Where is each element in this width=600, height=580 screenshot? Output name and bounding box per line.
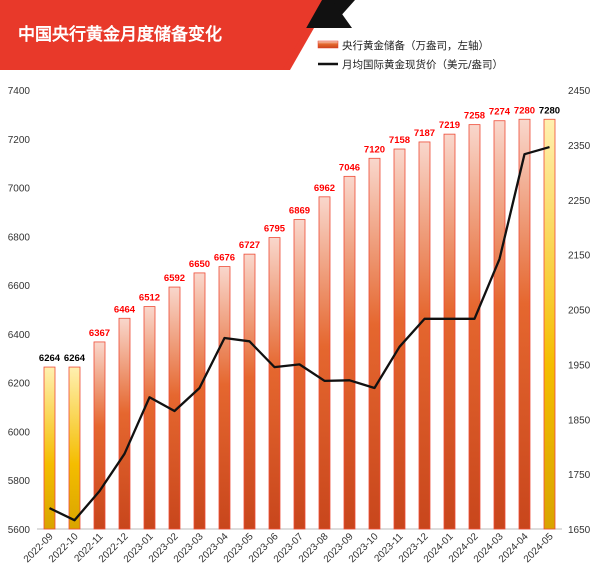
bar (93, 341, 106, 530)
bar (493, 120, 506, 530)
right-axis-tick: 1650 (568, 525, 591, 536)
left-axis-tick: 7200 (8, 135, 31, 146)
header-banner: 中国央行黄金月度储备变化 (0, 0, 355, 70)
bar (368, 157, 381, 530)
right-axis-tick: 1850 (568, 415, 591, 426)
bar-data-label: 7158 (389, 135, 410, 146)
bar (218, 266, 231, 530)
bar (418, 141, 431, 530)
bar (268, 237, 281, 530)
legend-label-bar: 央行黄金储备（万盎司，左轴） (342, 39, 489, 52)
right-axis-tick: 2450 (568, 86, 591, 97)
bar (143, 306, 156, 530)
bar-data-label: 7219 (439, 120, 460, 131)
bar (468, 124, 481, 530)
bar-data-label: 7280 (514, 105, 535, 116)
legend-swatch-bar (317, 40, 339, 49)
price-line (48, 145, 550, 522)
chart-title: 中国央行黄金月度储备变化 (18, 24, 222, 45)
bar-data-label: 7280 (539, 105, 560, 116)
bar (518, 118, 531, 530)
left-axis-tick: 6800 (8, 232, 31, 243)
bar-data-label: 7258 (464, 111, 485, 122)
bar (318, 196, 331, 530)
bar (193, 272, 206, 530)
left-axis-tick: 6000 (8, 427, 31, 438)
bar-data-label: 6727 (239, 240, 260, 251)
right-axis-tick: 2150 (568, 251, 591, 262)
left-axis-tick: 7400 (8, 86, 31, 97)
right-axis-tick: 1950 (568, 360, 591, 371)
bar-data-label: 6795 (264, 224, 286, 235)
legend: 央行黄金储备（万盎司，左轴） 月均国际黄金现货价（美元/盎司） (317, 39, 503, 71)
bar-data-label: 6650 (189, 259, 210, 270)
bar-data-label: 6264 (64, 353, 86, 364)
right-axis-tick: 2350 (568, 141, 591, 152)
bar-data-label: 7187 (414, 128, 435, 139)
right-axis-tick: 2250 (568, 196, 591, 207)
bar (68, 366, 81, 530)
bar (393, 148, 406, 530)
bar-data-label: 6512 (139, 293, 160, 304)
bar (243, 253, 256, 530)
left-axis-tick: 6600 (8, 281, 31, 292)
left-axis-tick: 5600 (8, 525, 31, 536)
bar (343, 175, 356, 530)
bar (543, 118, 556, 530)
left-axis-tick: 5800 (8, 476, 31, 487)
bar-data-label: 6676 (214, 253, 235, 264)
bar-data-label: 6869 (289, 206, 310, 217)
legend-label-line: 月均国际黄金现货价（美元/盎司） (342, 58, 503, 71)
bar-data-label: 6367 (89, 328, 110, 339)
bar-data-label: 6962 (314, 183, 335, 194)
bar (293, 219, 306, 530)
bar-data-label: 6264 (39, 353, 61, 364)
bar-data-label: 7120 (364, 144, 385, 155)
right-axis-tick: 2050 (568, 306, 591, 317)
bar-data-label: 7274 (489, 107, 511, 118)
bar-data-label: 7046 (339, 162, 360, 173)
right-axis-tick: 1750 (568, 470, 591, 481)
bar (118, 317, 131, 530)
bar (43, 366, 56, 530)
bar (443, 133, 456, 530)
left-axis-tick: 6200 (8, 379, 31, 390)
left-axis-tick: 6400 (8, 330, 31, 341)
bar-data-label: 6464 (114, 304, 136, 315)
bar-data-label: 6592 (164, 273, 185, 284)
left-axis-tick: 7000 (8, 184, 31, 195)
